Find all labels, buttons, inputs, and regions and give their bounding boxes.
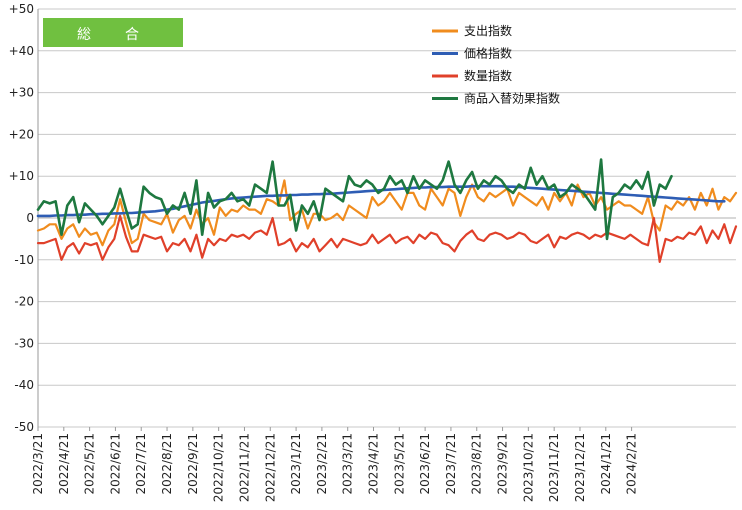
x-tick-label: 2023/1/21 (289, 433, 303, 495)
x-tick-label: 2023/8/21 (470, 433, 484, 495)
x-tick-label: 2023/10/21 (521, 433, 535, 502)
x-tick-label: 2023/5/21 (392, 433, 406, 495)
x-tick-label: 2024/2/21 (625, 433, 639, 495)
total-badge-label: 総 合 (77, 27, 149, 43)
y-tick-label: 0 (26, 211, 34, 225)
x-tick-label: 2023/3/21 (341, 433, 355, 495)
x-tick-label: 2023/4/21 (367, 433, 381, 495)
series-line-0 (36, 179, 738, 247)
x-tick-label: 2022/9/21 (186, 433, 200, 495)
x-tick-label: 2023/11/21 (547, 433, 561, 502)
legend-label: 商品入替効果指数 (464, 91, 560, 106)
x-tick-label: 2023/7/21 (444, 433, 458, 495)
x-tick-label: 2022/11/21 (237, 433, 251, 502)
x-tick-label: 2022/3/21 (31, 433, 45, 495)
y-tick-label: +40 (9, 44, 34, 58)
series-line-3 (36, 158, 673, 241)
total-badge-background (43, 18, 183, 47)
x-tick-label: 2023/2/21 (315, 433, 329, 495)
x-tick-label: 2023/6/21 (418, 433, 432, 495)
y-tick-label: +30 (9, 86, 34, 100)
x-tick-label: 2023/9/21 (496, 433, 510, 495)
x-tick-label: 2022/8/21 (160, 433, 174, 495)
total-badge: 総 合 (43, 18, 183, 47)
x-tick-label: 2023/12/21 (573, 433, 587, 502)
x-tick-label: 2022/6/21 (108, 433, 122, 495)
x-tick-label: 2022/5/21 (83, 433, 97, 495)
series-lines (36, 158, 738, 263)
x-tick-label: 2022/7/21 (134, 433, 148, 495)
y-tick-label: -40 (14, 378, 34, 392)
x-tick-label: 2024/1/21 (599, 433, 613, 495)
y-tick-label: +50 (9, 2, 34, 16)
y-tick-label: -50 (14, 420, 34, 434)
legend-label: 支出指数 (464, 23, 512, 38)
x-tick-label: 2022/4/21 (57, 433, 71, 495)
x-axis-tick-labels: 2022/3/21 2022/4/21 2022/5/21 2022/6/21 2022… (31, 427, 639, 502)
y-tick-label: -10 (14, 253, 34, 267)
y-tick-label: +20 (9, 127, 34, 141)
x-tick-label: 2022/12/21 (263, 433, 277, 502)
y-tick-label: -30 (14, 336, 34, 350)
legend-label: 数量指数 (464, 68, 512, 83)
x-tick-label: 2022/10/21 (212, 433, 226, 502)
gridlines (37, 8, 736, 428)
y-tick-label: +10 (9, 169, 34, 183)
legend-label: 価格指数 (464, 46, 512, 61)
y-axis-tick-labels: +50 +40 +30 +20 +10 0 -10 -20 -30 -40 -50 (9, 2, 34, 434)
y-tick-label: -20 (14, 295, 34, 309)
series-line-2 (36, 214, 738, 263)
